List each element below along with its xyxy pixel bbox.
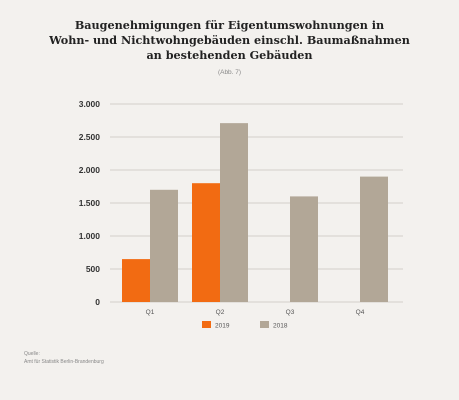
chart-subtitle: (Abb. 7): [217, 69, 242, 76]
bar-2019-q1: [122, 259, 150, 302]
bar-2018-q3: [290, 196, 318, 302]
source-note: Quelle: Amt für Statistik Berlin-Branden…: [24, 351, 104, 366]
y-tick-label-1000: 1.000: [79, 231, 101, 241]
legend-label-2018: 2018: [273, 323, 288, 330]
x-tick-label-q1: Q1: [146, 309, 155, 316]
bar-2019-q2: [192, 183, 220, 302]
y-tick-label-500: 500: [86, 264, 100, 274]
chart-title-line-1: Baugenehmigungen für Eigentumswohnungen …: [74, 18, 385, 32]
bar-2018-q2: [220, 123, 248, 302]
x-tick-label-q3: Q3: [286, 309, 295, 316]
chart-title-line-3: an bestehenden Gebäuden: [146, 48, 313, 62]
chart-title-block: Baugenehmigungen für Eigentumswohnungen …: [0, 18, 459, 76]
y-tick-label-0: 0: [95, 297, 100, 307]
legend-swatch-2019: [202, 321, 211, 328]
bar-2018-q4: [360, 176, 388, 302]
y-tick-label-2000: 2.000: [79, 165, 101, 175]
y-tick-label-2500: 2.500: [79, 132, 101, 142]
source-label: Quelle:: [24, 351, 40, 357]
chart-title-line-2: Wohn- und Nichtwohngebäuden einschl. Bau…: [49, 33, 410, 47]
source-text: Amt für Statistik Berlin-Brandenburg: [24, 358, 104, 365]
legend-swatch-2018: [260, 321, 269, 328]
y-tick-label-1500: 1.500: [79, 198, 101, 208]
y-tick-label-3000: 3.000: [79, 99, 101, 109]
legend-label-2019: 2019: [215, 323, 230, 330]
bar-2018-q1: [150, 189, 178, 302]
x-tick-label-q2: Q2: [216, 309, 225, 316]
x-tick-label-q4: Q4: [356, 309, 365, 316]
